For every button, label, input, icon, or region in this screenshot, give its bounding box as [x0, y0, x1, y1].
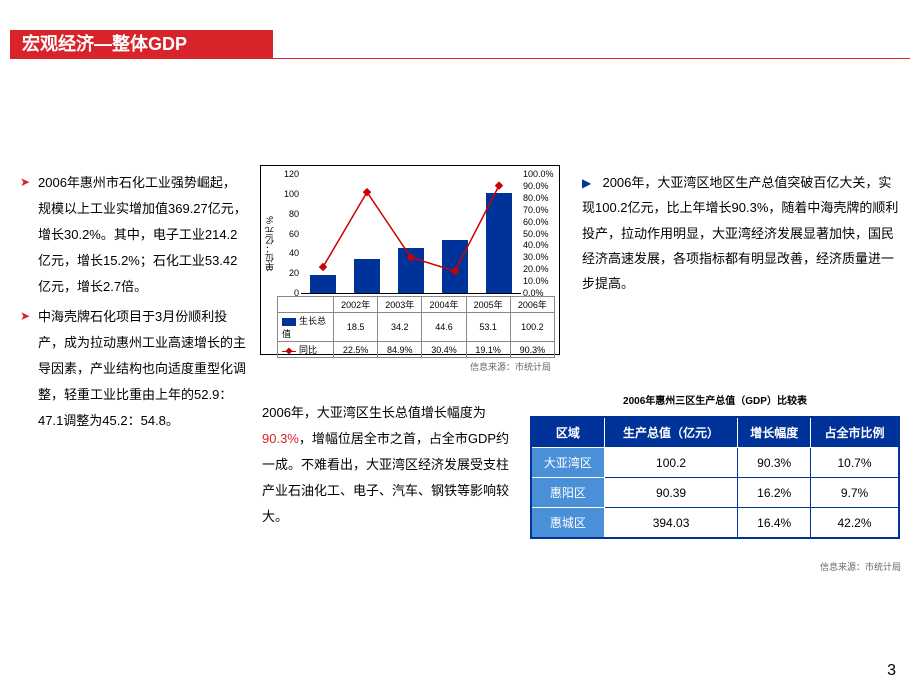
table-row: 惠城区 394.03 16.4% 42.2%: [531, 508, 899, 539]
bullet-1: 2006年惠州市石化工业强势崛起，规模以上工业实增加值369.27亿元，增长30…: [20, 170, 248, 300]
gdp-source: 信息来源：市统计局: [820, 560, 901, 573]
col-value: 生产总值（亿元）: [604, 417, 738, 448]
title-accent: [270, 30, 273, 58]
ytick-l-80: 80: [271, 209, 301, 219]
chart-data-table: 2002年 2003年 2004年 2005年 2006年 生长总值 18.5 …: [277, 296, 555, 358]
right-column: ▶ 2006年，大亚湾区地区生产总值突破百亿大关，实现100.2亿元，比上年增长…: [582, 170, 902, 297]
left-column: 2006年惠州市石化工业强势崛起，规模以上工业实增加值369.27亿元，增长30…: [20, 170, 248, 438]
bullet-2: 中海壳牌石化项目于3月份顺利投产，成为拉动惠州工业高速增长的主导因素，产业结构也…: [20, 304, 248, 434]
page-number: 3: [887, 662, 896, 680]
chart-plot-area: 0 20 40 60 80 100 120 0.0% 10.0% 20.0% 3…: [301, 174, 521, 294]
col-region: 区域: [531, 417, 604, 448]
line-series: [301, 174, 521, 294]
table-row: 惠阳区 90.39 16.2% 9.7%: [531, 478, 899, 508]
right-text: 2006年，大亚湾区地区生产总值突破百亿大关，实现100.2亿元，比上年增长90…: [582, 175, 898, 291]
title-underline: [10, 58, 910, 59]
ytick-l-40: 40: [271, 248, 301, 258]
gdp-chart: 单位：亿元 % 0 20 40 60 80 100 120 0.0% 10.0%…: [260, 165, 560, 355]
slide-title: 宏观经济—整体GDP: [10, 30, 270, 58]
arrow-icon: ▶: [582, 176, 591, 190]
cat-2: 2004年: [422, 297, 466, 313]
ytick-r-40: 40.0%: [521, 240, 549, 250]
col-share: 占全市比例: [810, 417, 899, 448]
ytick-l-60: 60: [271, 229, 301, 239]
chart-source: 信息来源：市统计局: [470, 360, 551, 373]
cat-4: 2006年: [510, 297, 554, 313]
cat-1: 2003年: [378, 297, 422, 313]
chart-y-unit: 单位：亿元 %: [263, 216, 276, 272]
ytick-r-100: 100.0%: [521, 169, 554, 179]
cat-0: 2002年: [334, 297, 378, 313]
ytick-l-120: 120: [271, 169, 301, 179]
ytick-r-70: 70.0%: [521, 205, 549, 215]
ytick-r-10: 10.0%: [521, 276, 549, 286]
col-growth: 增长幅度: [738, 417, 811, 448]
cat-3: 2005年: [466, 297, 510, 313]
ytick-l-100: 100: [271, 189, 301, 199]
ytick-r-50: 50.0%: [521, 229, 549, 239]
legend-line: 同比: [278, 342, 334, 358]
middle-paragraph: 2006年，大亚湾区生长总值增长幅度为90.3%，增幅位居全市之首，占全市GDP…: [262, 400, 510, 530]
ytick-r-30: 30.0%: [521, 252, 549, 262]
ytick-r-20: 20.0%: [521, 264, 549, 274]
growth-highlight: 90.3%: [262, 431, 299, 446]
table-row: 大亚湾区 100.2 90.3% 10.7%: [531, 448, 899, 478]
ytick-r-60: 60.0%: [521, 217, 549, 227]
legend-bar: 生长总值: [278, 313, 334, 342]
ytick-r-90: 90.0%: [521, 181, 549, 191]
gdp-table-title: 2006年惠州三区生产总值（GDP）比较表: [530, 392, 900, 407]
gdp-comparison-table: 区域 生产总值（亿元） 增长幅度 占全市比例 大亚湾区 100.2 90.3% …: [530, 416, 900, 539]
ytick-l-20: 20: [271, 268, 301, 278]
ytick-r-80: 80.0%: [521, 193, 549, 203]
